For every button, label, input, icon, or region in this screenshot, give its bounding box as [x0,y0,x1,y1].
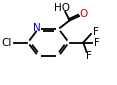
Text: F: F [94,37,100,48]
Text: F: F [86,51,92,61]
Text: Cl: Cl [1,37,11,48]
Text: O: O [79,9,88,19]
Text: N: N [33,23,41,33]
Text: HO: HO [54,3,70,13]
Text: F: F [93,27,99,37]
